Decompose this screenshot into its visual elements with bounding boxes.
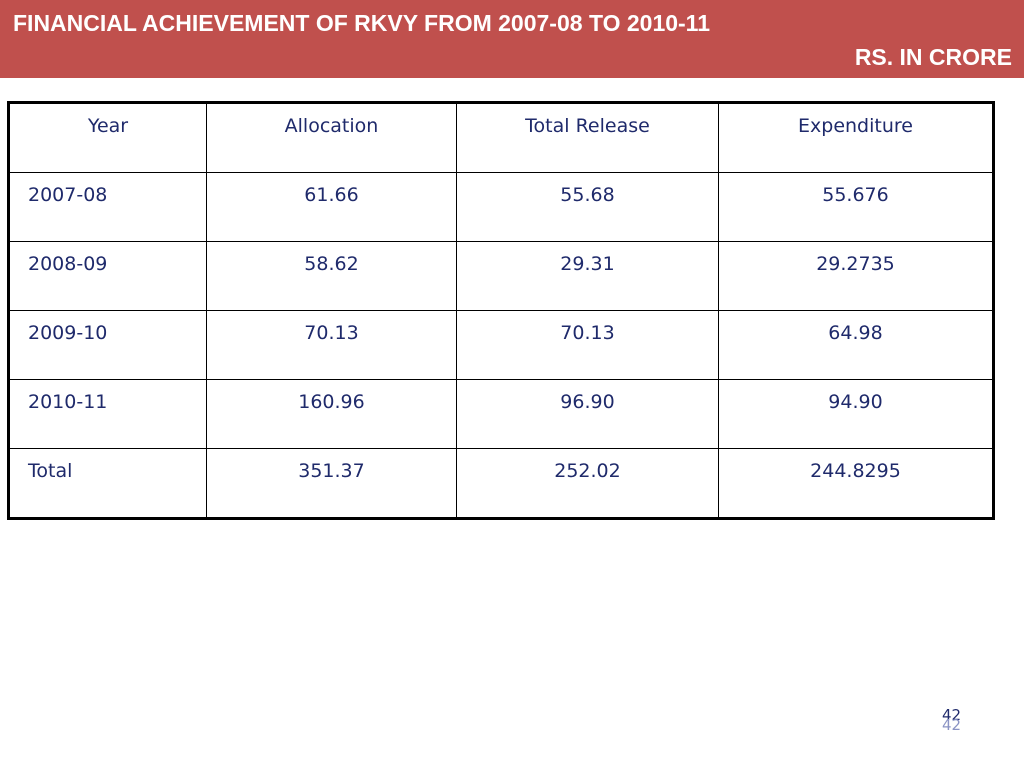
unit-label: RS. IN CRORE [854,44,1012,70]
year-cell: 2008-09 [8,241,207,311]
allocation-cell: 61.66 [206,172,457,242]
column-header-year: Year [8,102,207,173]
table-row: 2010-11 160.96 96.90 94.90 [8,379,994,449]
total-label-cell: Total [8,448,207,519]
total-release-cell: 55.68 [456,172,719,242]
column-header-allocation: Allocation [206,102,457,173]
total-allocation-cell: 351.37 [206,448,457,519]
total-release-sum-cell: 252.02 [456,448,719,519]
allocation-cell: 58.62 [206,241,457,311]
table-row: 2007-08 61.66 55.68 55.676 [8,172,994,242]
expenditure-cell: 94.90 [718,379,994,449]
column-header-expenditure: Expenditure [718,102,994,173]
allocation-cell: 160.96 [206,379,457,449]
table-header-row: Year Allocation Total Release Expenditur… [8,102,994,173]
table-total-row: Total 351.37 252.02 244.8295 [8,448,994,519]
table-row: 2008-09 58.62 29.31 29.2735 [8,241,994,311]
total-release-cell: 29.31 [456,241,719,311]
allocation-cell: 70.13 [206,310,457,380]
financial-achievement-table: Year Allocation Total Release Expenditur… [7,101,995,520]
year-cell: 2007-08 [8,172,207,242]
total-expenditure-cell: 244.8295 [718,448,994,519]
expenditure-cell: 64.98 [718,310,994,380]
year-cell: 2010-11 [8,379,207,449]
slide-title: FINANCIAL ACHIEVEMENT OF RKVY FROM 2007-… [13,10,710,36]
expenditure-cell: 29.2735 [718,241,994,311]
year-cell: 2009-10 [8,310,207,380]
total-release-cell: 96.90 [456,379,719,449]
column-header-total-release: Total Release [456,102,719,173]
expenditure-cell: 55.676 [718,172,994,242]
page-number-duplicate: 42 [942,716,962,734]
total-release-cell: 70.13 [456,310,719,380]
page-number: 42 [942,706,962,724]
title-bar: FINANCIAL ACHIEVEMENT OF RKVY FROM 2007-… [0,0,1024,78]
table-row: 2009-10 70.13 70.13 64.98 [8,310,994,380]
